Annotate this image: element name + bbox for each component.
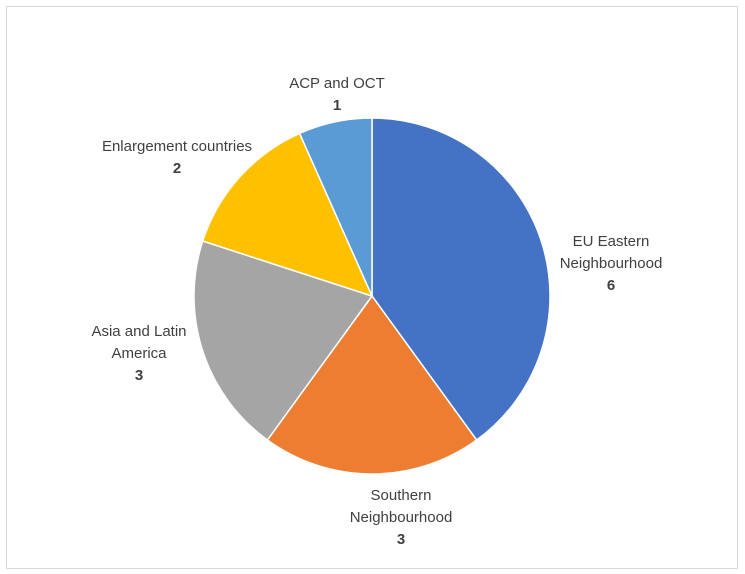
data-label-value: 3 — [397, 531, 405, 548]
data-label-category: Enlargement countries — [102, 138, 252, 155]
data-label-enlargement-countries: Enlargement countries 2 — [102, 138, 252, 177]
data-label-category: Neighbourhood — [560, 255, 663, 272]
data-label-category: ACP and OCT — [289, 75, 385, 92]
pie-slice-acp-and-oct — [298, 117, 373, 297]
data-label-value: 6 — [607, 277, 615, 294]
pie-slice-eu-eastern-neighbourhood — [371, 117, 551, 442]
data-label-category: America — [111, 345, 167, 362]
data-label-value: 1 — [333, 97, 341, 114]
data-label-southern-neighbourhood: Southern Neighbourhood 3 — [350, 487, 453, 548]
data-label-value: 2 — [173, 160, 181, 177]
data-label-category: Southern — [371, 487, 432, 504]
pie-slice-asia-and-latin-america — [193, 240, 374, 442]
data-label-acp-and-oct: ACP and OCT 1 — [289, 75, 385, 114]
pie-slice-southern-neighbourhood — [266, 294, 478, 475]
pie-slice-enlargement-countries — [201, 132, 374, 298]
data-label-asia-and-latin-america: Asia and Latin America 3 — [91, 323, 186, 384]
data-label-category: Asia and Latin — [91, 323, 186, 340]
data-label-category: EU Eastern — [573, 233, 650, 250]
data-label-category: Neighbourhood — [350, 509, 453, 526]
data-label-eu-eastern-neighbourhood: EU Eastern Neighbourhood 6 — [560, 233, 663, 294]
data-label-value: 3 — [135, 367, 143, 384]
